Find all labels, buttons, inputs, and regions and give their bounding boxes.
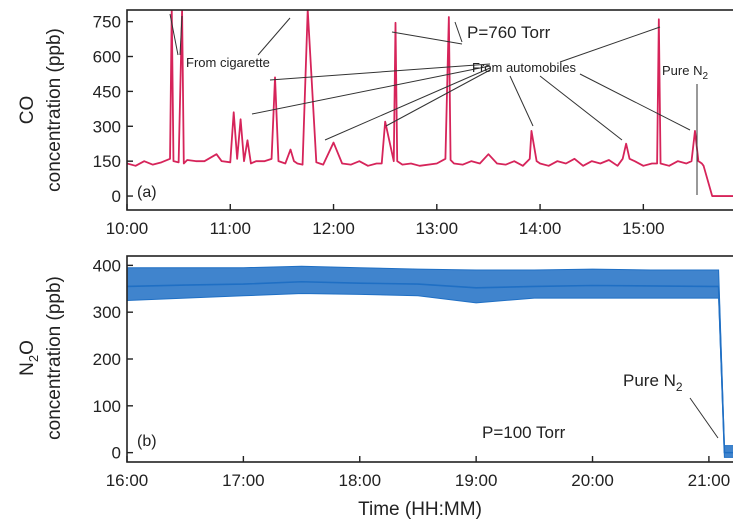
co-series <box>127 10 733 197</box>
y-tick-label: 300 <box>93 303 121 322</box>
panel-b: P=100 Torr Pure N2 0 100 200 300 400 16:00 17… <box>17 255 733 520</box>
x-tick-label: 14:00 <box>519 219 562 238</box>
y-tick-label: 450 <box>93 82 121 101</box>
x-tick-label: 13:00 <box>416 219 459 238</box>
annotation-automobiles: From automobiles <box>472 60 577 75</box>
y-tick-label: 600 <box>93 48 121 67</box>
y-axis-b: 0 100 200 300 400 <box>93 256 133 463</box>
y-tick-label: 150 <box>93 152 121 171</box>
series-line <box>127 280 733 454</box>
annotation-pressure-b: P=100 Torr <box>482 423 566 442</box>
n2o-series <box>127 265 733 458</box>
panel-label-b: (b) <box>137 433 157 450</box>
x-axis-title: Time (HH:MM) <box>358 499 482 520</box>
y-tick-label: 0 <box>112 444 121 463</box>
x-tick-label: 16:00 <box>106 471 149 490</box>
panel-a: From cigarette From automobiles P=760 To… <box>17 9 733 238</box>
x-tick-label: 15:00 <box>622 219 665 238</box>
annotation-pressure-a: P=760 Torr <box>467 23 551 42</box>
panel-label-a: (a) <box>137 184 157 201</box>
y-axis-title-b: N2O <box>17 340 41 376</box>
plot-frame-a <box>126 9 733 211</box>
x-axis-b: 16:00 17:00 18:00 19:00 20:00 21:00 <box>106 456 730 490</box>
y-axis-a: 0 150 300 450 600 750 <box>93 13 133 206</box>
x-tick-label: 10:00 <box>106 219 149 238</box>
y-tick-label: 750 <box>93 13 121 32</box>
x-tick-label: 12:00 <box>312 219 355 238</box>
x-tick-label: 17:00 <box>222 471 265 490</box>
x-tick-label: 18:00 <box>338 471 381 490</box>
annotation-cigarette: From cigarette <box>186 55 270 70</box>
n2o-noise-band <box>127 265 733 458</box>
y-tick-label: 200 <box>93 350 121 369</box>
x-tick-label: 20:00 <box>571 471 614 490</box>
x-axis-a: 10:00 11:00 12:00 13:00 14:00 15:00 <box>106 204 665 238</box>
x-tick-label: 11:00 <box>210 219 251 238</box>
y-tick-label: 0 <box>112 187 121 206</box>
x-tick-label: 19:00 <box>455 471 498 490</box>
n2o-annotations: P=100 Torr Pure N2 <box>482 371 719 442</box>
y-tick-label: 300 <box>93 117 121 136</box>
x-tick-label: 21:00 <box>688 471 731 490</box>
y-tick-label: 100 <box>93 397 121 416</box>
y-tick-label: 400 <box>93 256 121 275</box>
y-axis-title-a-line2: concentration (ppb) <box>44 28 65 192</box>
y-axis-title-a: CO <box>17 96 38 125</box>
co-annotations: From cigarette From automobiles P=760 To… <box>169 13 708 195</box>
y-axis-title-b-line2: concentration (ppb) <box>44 276 65 440</box>
annotation-pure-n2-a: Pure N2 <box>662 63 708 82</box>
annotation-pure-n2-b: Pure N2 <box>623 371 683 394</box>
series-line <box>127 10 733 197</box>
